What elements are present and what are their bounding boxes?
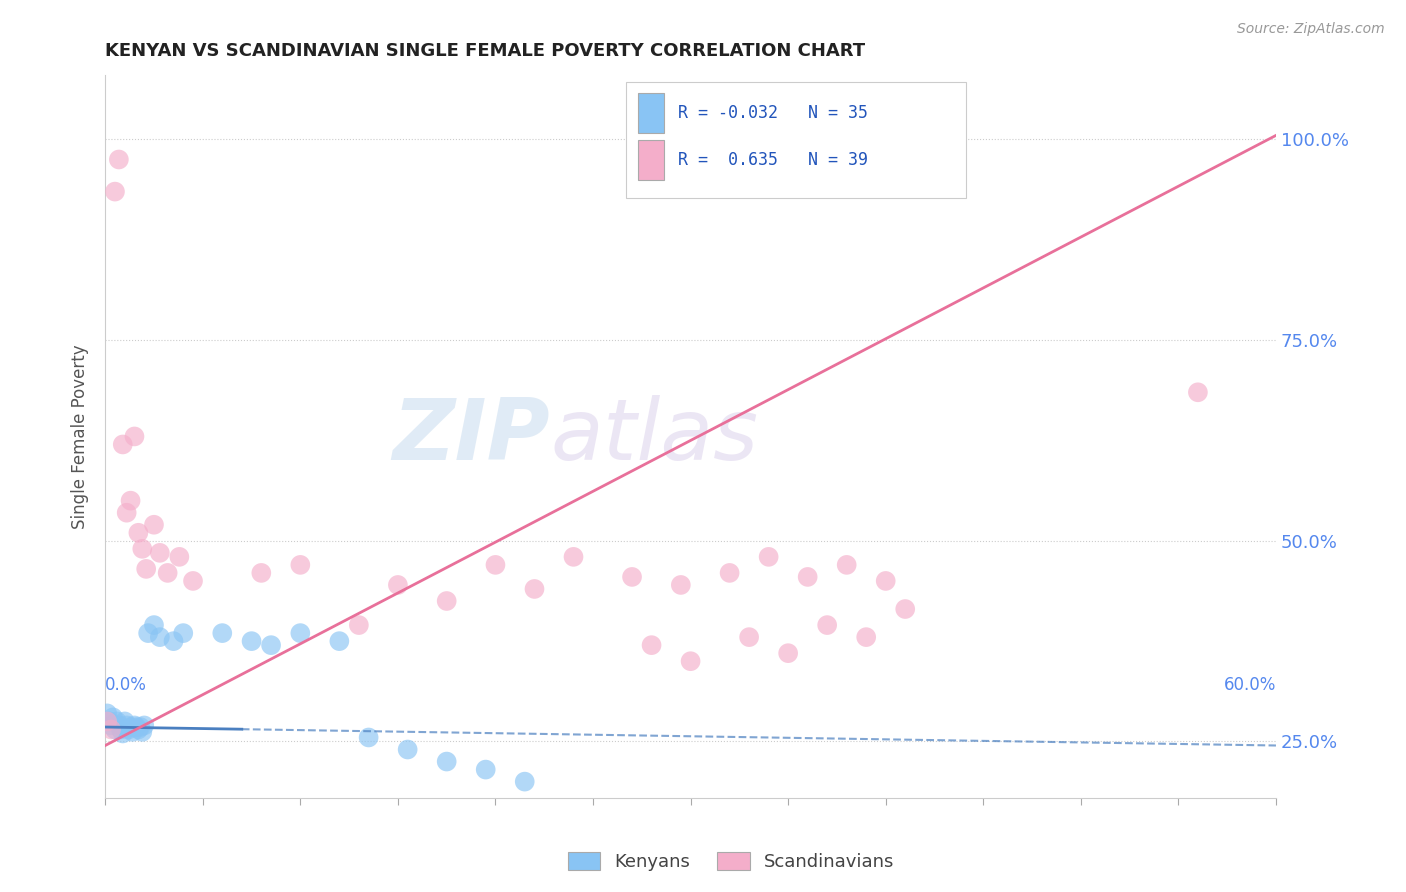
FancyBboxPatch shape: [638, 94, 664, 133]
Point: [110, 723, 132, 737]
Point: [101, 710, 124, 724]
Point: [484, 558, 506, 572]
Point: [125, 720, 148, 734]
FancyBboxPatch shape: [626, 82, 966, 198]
Point: [169, 549, 191, 564]
Point: [117, 723, 139, 737]
Point: [250, 566, 273, 580]
Point: [108, 153, 131, 167]
Point: [758, 549, 780, 564]
Point: [120, 720, 142, 734]
Point: [111, 726, 134, 740]
Point: [105, 714, 128, 729]
Point: [121, 724, 143, 739]
Point: [835, 558, 858, 572]
Y-axis label: Single Female Poverty: Single Female Poverty: [72, 344, 89, 529]
Point: [815, 618, 838, 632]
Point: [124, 718, 146, 732]
Text: R = -0.032   N = 35: R = -0.032 N = 35: [678, 104, 868, 122]
Point: [124, 429, 146, 443]
Point: [855, 630, 877, 644]
Point: [149, 630, 172, 644]
Text: 60.0%: 60.0%: [1223, 676, 1277, 694]
FancyBboxPatch shape: [638, 140, 664, 180]
Point: [387, 578, 409, 592]
Point: [211, 626, 233, 640]
Point: [436, 755, 458, 769]
Point: [513, 774, 536, 789]
Point: [796, 570, 818, 584]
Text: Source: ZipAtlas.com: Source: ZipAtlas.com: [1237, 22, 1385, 37]
Text: 0.0%: 0.0%: [105, 676, 148, 694]
Point: [640, 638, 662, 652]
Point: [114, 714, 136, 729]
Text: ZIP: ZIP: [392, 395, 550, 478]
Point: [240, 634, 263, 648]
Point: [718, 566, 741, 580]
Point: [669, 578, 692, 592]
Point: [143, 618, 166, 632]
Text: atlas: atlas: [550, 395, 758, 478]
Point: [162, 634, 184, 648]
Point: [621, 570, 644, 584]
Point: [738, 630, 761, 644]
Point: [127, 525, 149, 540]
Point: [523, 582, 546, 596]
Point: [115, 506, 138, 520]
Point: [143, 517, 166, 532]
Point: [156, 566, 179, 580]
Point: [357, 731, 380, 745]
Point: [172, 626, 194, 640]
Point: [96, 714, 118, 729]
Text: KENYAN VS SCANDINAVIAN SINGLE FEMALE POVERTY CORRELATION CHART: KENYAN VS SCANDINAVIAN SINGLE FEMALE POV…: [105, 42, 865, 60]
Point: [436, 594, 458, 608]
Point: [98, 714, 121, 729]
Point: [131, 724, 153, 739]
Point: [562, 549, 585, 564]
Point: [108, 718, 131, 732]
Point: [135, 562, 157, 576]
Point: [96, 706, 118, 721]
Point: [131, 541, 153, 556]
Point: [115, 718, 138, 732]
Point: [100, 723, 122, 737]
Point: [104, 185, 127, 199]
Point: [136, 626, 159, 640]
Point: [290, 626, 312, 640]
Point: [290, 558, 312, 572]
Point: [120, 493, 142, 508]
Text: R =  0.635   N = 39: R = 0.635 N = 39: [678, 151, 868, 169]
Point: [181, 574, 204, 588]
Point: [778, 646, 800, 660]
Point: [347, 618, 370, 632]
Point: [100, 718, 122, 732]
Point: [1187, 385, 1209, 400]
Legend: Kenyans, Scandinavians: Kenyans, Scandinavians: [560, 846, 903, 879]
Point: [894, 602, 917, 616]
Point: [875, 574, 897, 588]
Point: [474, 763, 496, 777]
Point: [328, 634, 350, 648]
Point: [104, 723, 127, 737]
Point: [111, 437, 134, 451]
Point: [134, 718, 156, 732]
Point: [149, 546, 172, 560]
Point: [396, 742, 419, 756]
Point: [679, 654, 702, 668]
Point: [260, 638, 283, 652]
Point: [127, 723, 149, 737]
Point: [129, 720, 152, 734]
